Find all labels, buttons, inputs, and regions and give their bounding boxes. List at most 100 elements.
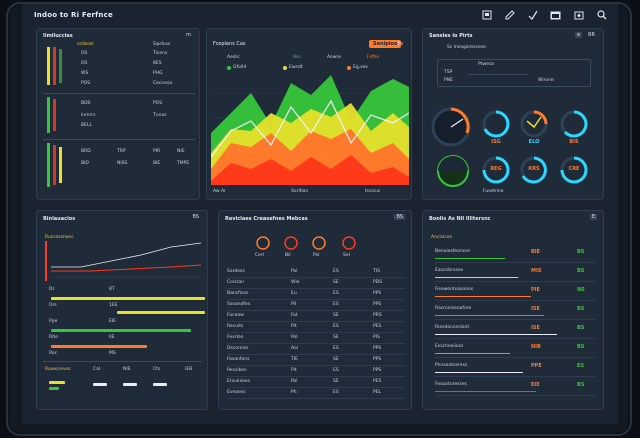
indicator-bar	[435, 277, 518, 278]
panel-icon[interactable]: BR	[588, 32, 595, 38]
table-cell: PIS	[373, 335, 380, 340]
legend-label: Ewrslt	[289, 65, 303, 70]
table-cell: ES	[333, 346, 339, 351]
indicator-name: Riesdonceslont	[435, 325, 470, 330]
expand-icon[interactable]: Es	[397, 41, 403, 47]
gauge-3	[560, 110, 588, 138]
footer-label: Cts	[153, 367, 161, 372]
period-button[interactable]: Senipioo	[369, 40, 402, 48]
indicator-badge: BS	[577, 325, 585, 331]
list-item[interactable]: Benoiesfeorone BIE BS	[431, 247, 599, 266]
panel-icon[interactable]: E	[589, 214, 597, 220]
table-cell: ES	[333, 269, 339, 274]
panel-menu-icon[interactable]: m	[186, 32, 191, 38]
table-cell: Pesvibes	[227, 368, 247, 373]
table-cell: SE	[333, 335, 339, 340]
list-item: BIE	[153, 161, 161, 166]
dashboard-screen: Indoo to Ri Ferfnce Iimiluccies m	[22, 4, 618, 424]
mid-label: BELL	[81, 123, 92, 128]
indicator-bar	[435, 315, 544, 316]
edit-icon[interactable]	[503, 9, 516, 21]
panel-bar-list: Binlauacios BS Ruorassnoec Dr 8T Ors 1EE…	[36, 210, 208, 410]
gauge-value: CRE	[568, 166, 580, 172]
list-item-value: EIE	[109, 319, 117, 324]
table-row[interactable]: Evnoess Ph ES PEL	[227, 388, 405, 399]
table-row[interactable]: Ersuinlees Pol SE PES	[227, 377, 405, 388]
check-icon[interactable]	[526, 9, 539, 21]
table-row[interactable]: Fevrlon Pol SE PIS	[227, 333, 405, 344]
list-item[interactable]: Fisewentuiasions PIE NS	[431, 285, 599, 304]
table-row[interactable]: Bancfioss Eu ES PPS	[227, 289, 405, 300]
archive-icon[interactable]	[572, 9, 585, 21]
stat-value: Fsfhe	[367, 55, 380, 60]
footer-label: Sorlhan	[291, 189, 309, 194]
search-icon[interactable]	[595, 9, 608, 21]
gauge-caption: Fusetnne	[483, 189, 504, 194]
list-item-value: 8ES	[153, 61, 162, 66]
panel-subtitle: Ss Inesgaresvese	[447, 45, 486, 50]
table-row[interactable]: Corclan Wle SE PDS	[227, 278, 405, 289]
list-item[interactable]: Esscheaiioss NIB BS	[431, 342, 599, 361]
list-item[interactable]: Fesuotoresses EIE BS	[431, 380, 599, 399]
table-cell: Evnoess	[227, 390, 246, 395]
table-row[interactable]: Fasanfons TIE SE PPS	[227, 355, 405, 366]
table-cell: Pit	[291, 368, 297, 373]
list-item-value: MS	[109, 351, 116, 356]
gauge-4	[437, 155, 469, 187]
indicator-badge: BS	[577, 268, 585, 274]
list-item[interactable]: Rasrneiseoafore ISE BS	[431, 304, 599, 323]
panel-icon[interactable]: BS	[394, 214, 405, 220]
gauge-value: KRS	[528, 166, 540, 172]
mini-bar	[153, 383, 167, 386]
table-cell: Wle	[291, 280, 300, 285]
indicator-value: MIS	[531, 268, 542, 274]
list-item: Rite	[49, 335, 58, 340]
table-cell: Pil	[291, 302, 297, 307]
mid-label: inmrrs	[81, 113, 96, 118]
table-cell: PPS	[373, 302, 382, 307]
table-cell: Pol	[291, 379, 298, 384]
gauge-1	[482, 110, 510, 138]
indicator-badge: BS	[577, 249, 585, 255]
mini-gauge	[342, 236, 356, 250]
panel-status-list: Iimiluccies m nrdloom Sipefuse OS Ticens…	[36, 28, 200, 200]
legend-label: Gfolld	[233, 65, 247, 70]
indicator-bar	[435, 372, 523, 373]
col-header-2: Sipefuse	[153, 41, 171, 46]
indicator-name: Fisewentuiasions	[435, 287, 474, 292]
panel-icon[interactable]: BS	[192, 214, 199, 220]
gauge-value: ELO	[528, 139, 540, 145]
table-row[interactable]: Ssoandfes Pil ES PPS	[227, 300, 405, 311]
indicator-list: Benoiesfeorone BIE BS Eascnbrsese MIS BS Fisew…	[431, 247, 599, 399]
table-cell: SE	[333, 280, 339, 285]
progress-bar	[51, 345, 147, 348]
indicator-value: PIE	[531, 287, 540, 293]
col-header-1: nrdloom	[77, 41, 94, 46]
list-item: PIR	[153, 149, 161, 154]
table-cell: PPS	[373, 368, 382, 373]
indicator-bar	[435, 296, 531, 297]
table-cell: Recuits	[227, 324, 244, 329]
table-cell: ES	[333, 368, 339, 373]
gauge-value: ISG	[491, 139, 501, 145]
table-cell: Pol	[291, 269, 298, 274]
table-row[interactable]: Dscoreiss Aoi ES PPS	[227, 344, 405, 355]
table-row[interactable]: Foceaw Fat SE PRS	[227, 311, 405, 322]
table-cell: ES	[333, 324, 339, 329]
list-item: Ors	[49, 303, 57, 308]
printer-icon[interactable]	[480, 9, 493, 21]
table-cell: PES	[373, 379, 382, 384]
panel-title: Sansles io Pirts	[429, 33, 473, 39]
table-row[interactable]: Pesvibes Pit ES PPS	[227, 366, 405, 377]
list-item[interactable]: Eascnbrsese MIS BS	[431, 266, 599, 285]
calendar-icon[interactable]	[549, 9, 562, 21]
footer-label: Aw Ar	[213, 189, 226, 194]
table-row[interactable]: Recuits Pit ES PES	[227, 322, 405, 333]
list-item-value: IIE	[109, 335, 115, 340]
panel-icon[interactable]: e	[575, 32, 583, 38]
table-cell: ES	[333, 390, 339, 395]
list-item[interactable]: Riesdonceslont ISE BS	[431, 323, 599, 342]
list-item-value: NIE	[177, 149, 185, 154]
table-row[interactable]: Sardess Pol ES TIS	[227, 267, 405, 278]
list-item[interactable]: Pnnsoatosress PPE ES	[431, 361, 599, 380]
